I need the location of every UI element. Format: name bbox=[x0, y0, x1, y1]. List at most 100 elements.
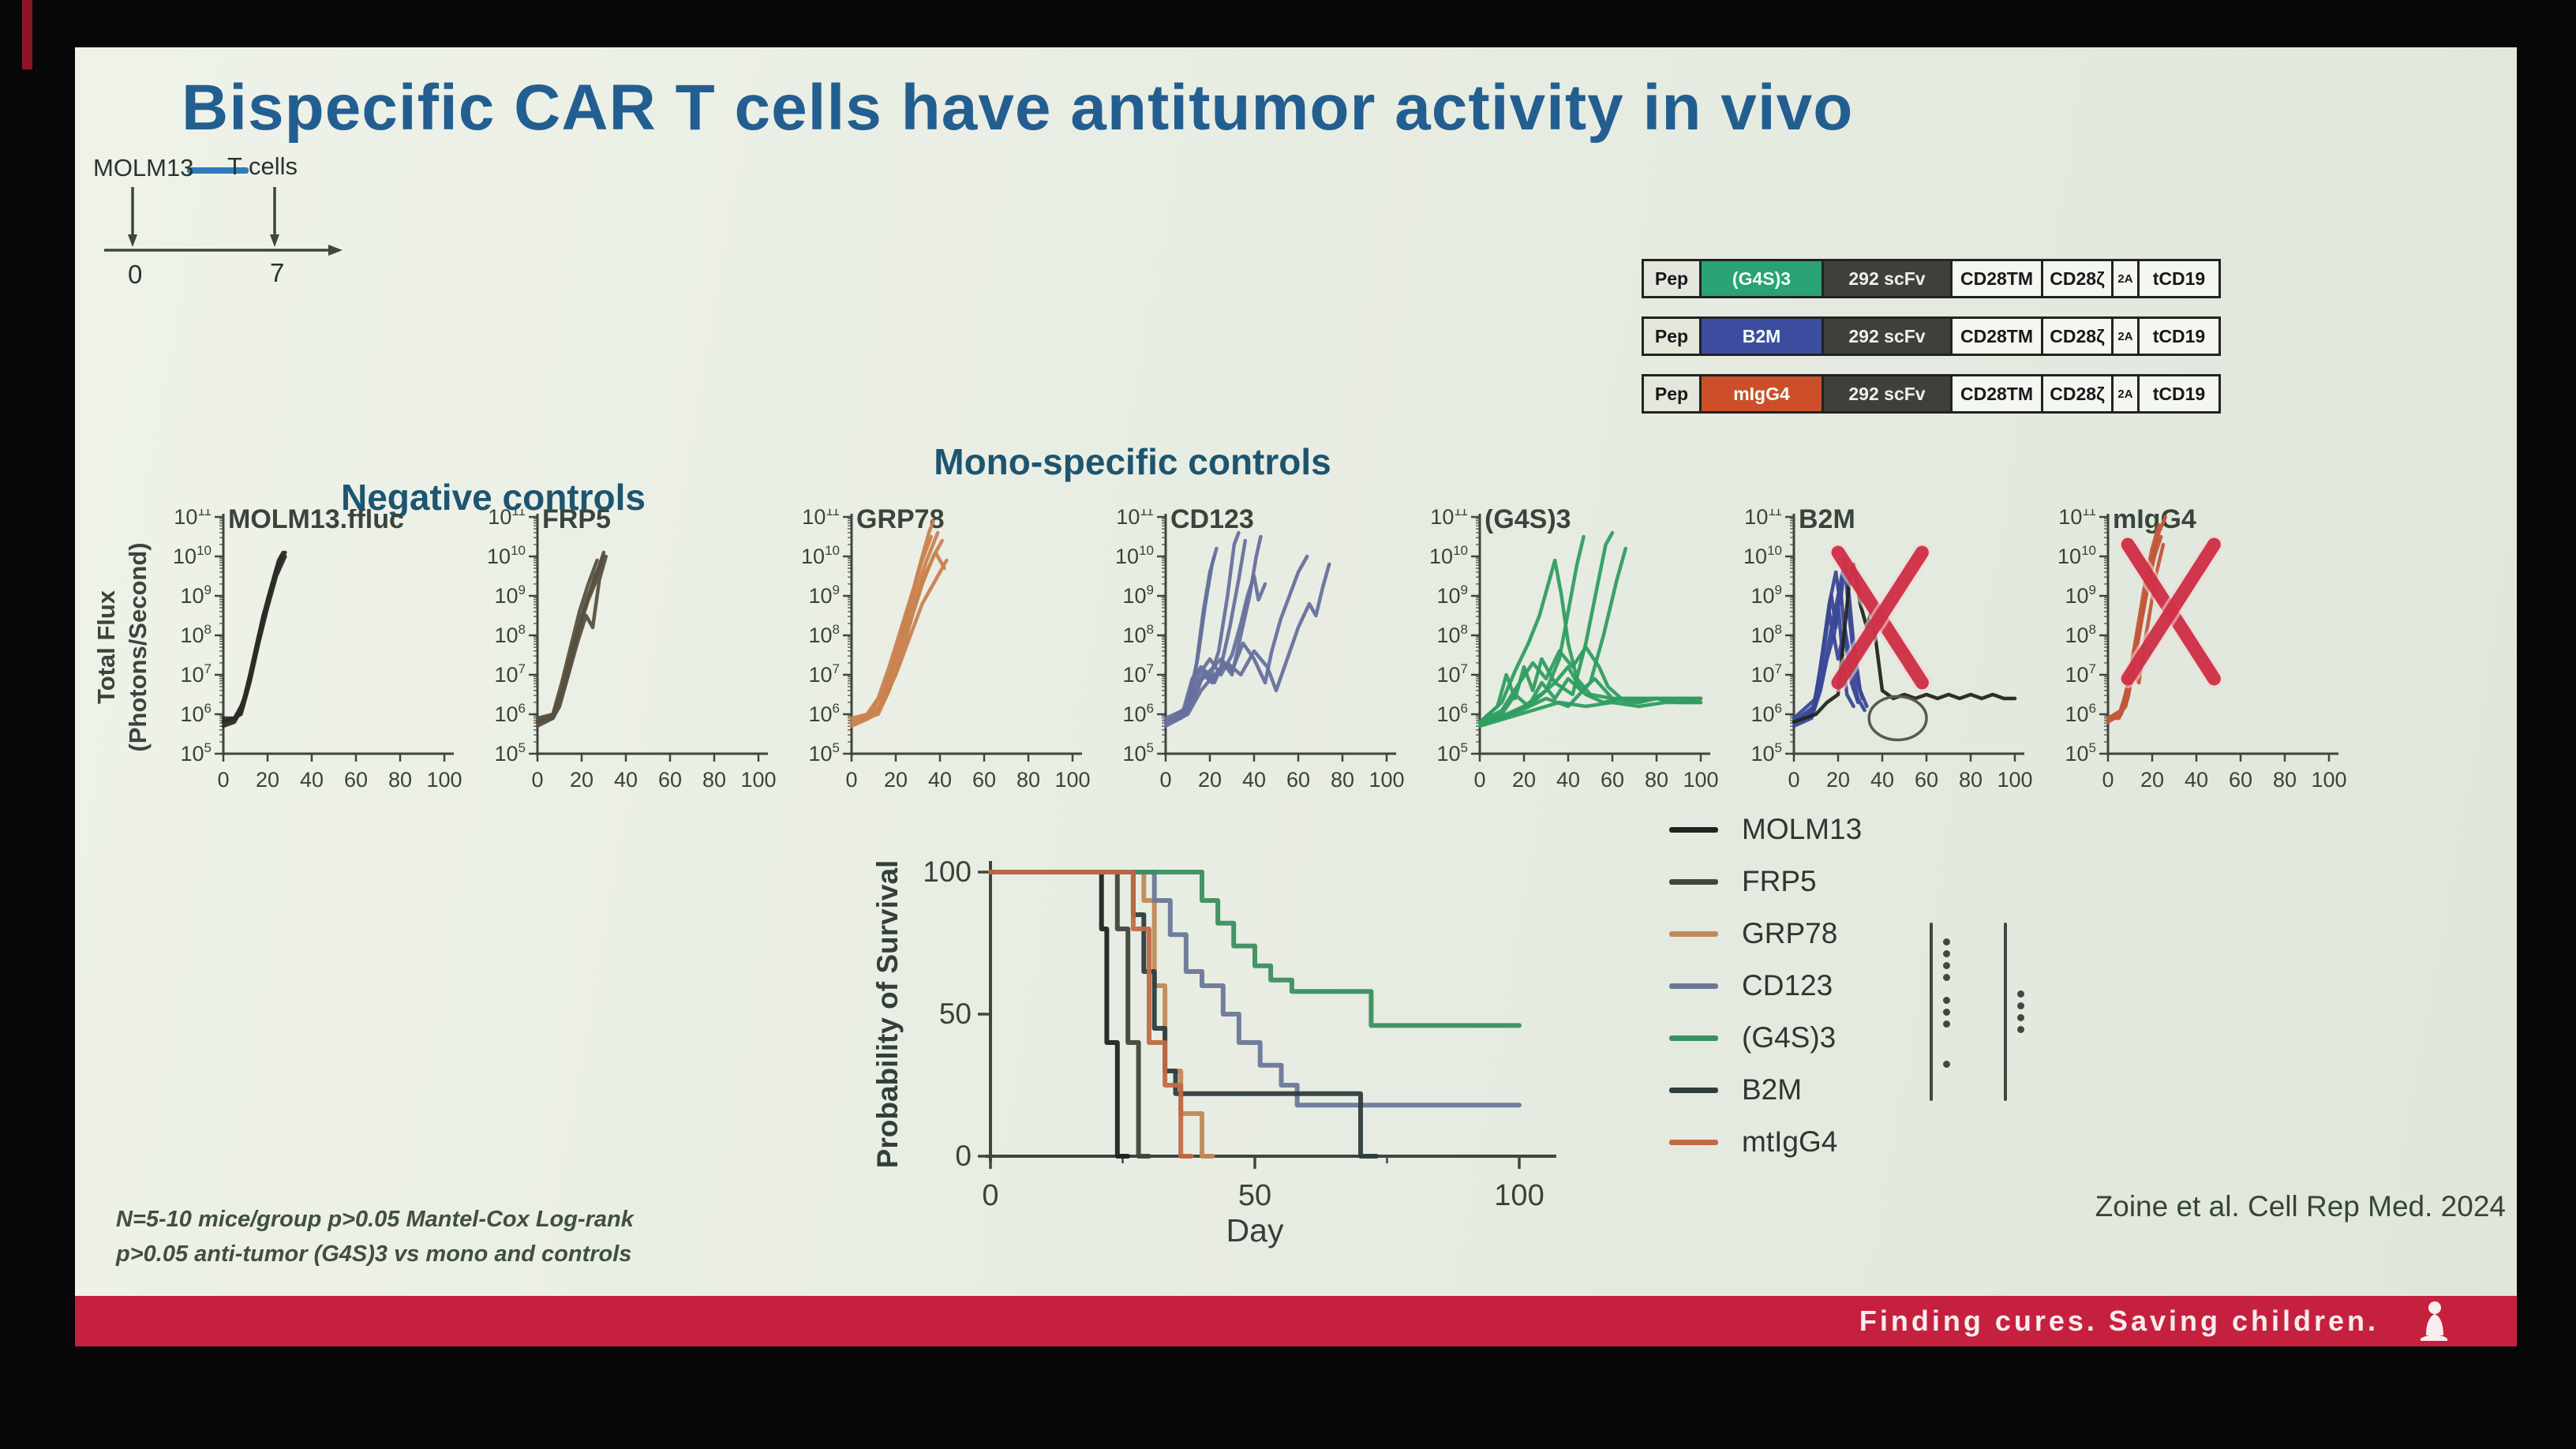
title-underline bbox=[187, 167, 249, 174]
svg-text:1011: 1011 bbox=[1744, 509, 1782, 529]
svg-text:B2M: B2M bbox=[1799, 509, 1855, 534]
svg-text:0: 0 bbox=[982, 1179, 998, 1212]
svg-text:0: 0 bbox=[217, 768, 229, 792]
significance-bracket bbox=[1930, 1027, 1933, 1101]
svg-text:109: 109 bbox=[1436, 582, 1468, 608]
svg-text:1010: 1010 bbox=[1429, 543, 1468, 568]
segment-tcd19: tCD19 bbox=[2152, 383, 2206, 404]
significance-bracket bbox=[1930, 975, 1933, 1049]
significance-star-dot bbox=[1943, 1008, 1950, 1016]
flux-trace bbox=[1477, 530, 1615, 724]
svg-text:20: 20 bbox=[1826, 768, 1850, 792]
svg-text:106: 106 bbox=[1750, 701, 1782, 726]
flux-panel-MOLM13.ffluc: 105 106 107 108 109 1010 1011 0 20 40 60 80 100 MOLM1… bbox=[154, 504, 470, 805]
svg-text:106: 106 bbox=[180, 701, 212, 726]
svg-text:1011: 1011 bbox=[1116, 509, 1154, 529]
legend-item-B2M: B2M bbox=[1669, 1064, 2174, 1116]
svg-text:107: 107 bbox=[1122, 661, 1154, 687]
svg-text:108: 108 bbox=[1436, 622, 1468, 647]
svg-text:0: 0 bbox=[845, 768, 857, 792]
svg-text:40: 40 bbox=[1870, 768, 1894, 792]
flux-panel-svg: 105 106 107 108 109 1010 1011 0 20 40 60 80 100 (G4S)… bbox=[1429, 504, 1719, 792]
relapse-circle-annotation bbox=[1867, 695, 1928, 742]
flux-panel-(G4S)3: 105 106 107 108 109 1010 1011 0 20 40 60 80 100 (G4S)… bbox=[1410, 504, 1726, 805]
svg-text:109: 109 bbox=[808, 582, 840, 608]
significance-stars bbox=[1943, 996, 1950, 1032]
significance-star-dot bbox=[2017, 1014, 2024, 1021]
segment-scfv: 292 scFv bbox=[1824, 319, 1953, 354]
experiment-timeline-diagram: MOLM13 T cells 0 7 bbox=[87, 146, 355, 304]
significance-star-dot bbox=[2017, 990, 2024, 998]
segment-pep: Pep bbox=[1644, 376, 1702, 411]
svg-text:80: 80 bbox=[1331, 768, 1354, 792]
svg-text:108: 108 bbox=[808, 622, 840, 647]
flux-panel-svg: 105 106 107 108 109 1010 1011 0 20 40 60 80 100 mIgG4 bbox=[2057, 504, 2347, 792]
significance-star-dot bbox=[1943, 938, 1950, 945]
svg-text:40: 40 bbox=[1556, 768, 1580, 792]
svg-text:FRP5: FRP5 bbox=[542, 509, 611, 534]
svg-text:1010: 1010 bbox=[173, 543, 212, 568]
svg-text:MOLM13.ffluc: MOLM13.ffluc bbox=[228, 509, 404, 534]
rejected-x-mark bbox=[1829, 543, 1932, 692]
svg-text:50: 50 bbox=[939, 998, 972, 1030]
timeline-svg: MOLM13 T cells 0 7 bbox=[93, 152, 343, 289]
svg-text:20: 20 bbox=[570, 768, 593, 792]
svg-text:106: 106 bbox=[2065, 701, 2096, 726]
segment-binder: B2M bbox=[1702, 319, 1824, 354]
svg-text:105: 105 bbox=[494, 740, 526, 766]
segment-cd28zeta: CD28ζ bbox=[2043, 261, 2114, 296]
svg-text:40: 40 bbox=[614, 768, 638, 792]
svg-text:105: 105 bbox=[1750, 740, 1782, 766]
svg-text:20: 20 bbox=[2140, 768, 2164, 792]
legend-label: B2M bbox=[1742, 1073, 1803, 1106]
construct-row-(G4S)3: Pep (G4S)3 292 scFv CD28TM CD28ζ 2A tCD19 bbox=[1642, 259, 2221, 298]
flux-trace bbox=[849, 558, 949, 728]
svg-text:20: 20 bbox=[884, 768, 908, 792]
flux-trace bbox=[1163, 554, 1309, 724]
legend-label: mtIgG4 bbox=[1742, 1125, 1838, 1158]
flux-y-axis-label-line2: (Photons/Second) bbox=[124, 542, 152, 752]
svg-text:80: 80 bbox=[2273, 768, 2297, 792]
segment-2a: 2A bbox=[2114, 319, 2140, 354]
svg-text:50: 50 bbox=[1238, 1179, 1271, 1212]
svg-text:107: 107 bbox=[180, 661, 212, 687]
svg-text:40: 40 bbox=[2185, 768, 2208, 792]
significance-stars bbox=[1943, 1060, 1950, 1073]
svg-text:108: 108 bbox=[494, 622, 526, 647]
svg-text:20: 20 bbox=[1512, 768, 1536, 792]
svg-text:60: 60 bbox=[1286, 768, 1310, 792]
legend-item-(G4S)3: (G4S)3 bbox=[1669, 1012, 2174, 1064]
svg-text:107: 107 bbox=[1750, 661, 1782, 687]
svg-text:60: 60 bbox=[658, 768, 682, 792]
svg-text:1010: 1010 bbox=[2057, 543, 2096, 568]
svg-text:(G4S)3: (G4S)3 bbox=[1485, 509, 1571, 534]
flux-trace bbox=[1792, 625, 1866, 728]
svg-text:106: 106 bbox=[1436, 701, 1468, 726]
segment-cd28zeta: CD28ζ bbox=[2043, 376, 2114, 411]
statistics-footnote: N=5-10 mice/group p>0.05 Mantel-Cox Log-… bbox=[116, 1203, 634, 1271]
legend-label: CD123 bbox=[1742, 969, 1833, 1002]
svg-text:100: 100 bbox=[1683, 768, 1718, 792]
segment-cd28tm: CD28TM bbox=[1953, 261, 2043, 296]
svg-text:105: 105 bbox=[1122, 740, 1154, 766]
stjude-banner: Finding cures. Saving children. bbox=[75, 1296, 2517, 1346]
svg-text:100: 100 bbox=[1997, 768, 2032, 792]
significance-star-dot bbox=[1943, 950, 1950, 957]
segment-scfv: 292 scFv bbox=[1824, 261, 1953, 296]
svg-text:60: 60 bbox=[2229, 768, 2252, 792]
legend-label: GRP78 bbox=[1742, 917, 1838, 949]
svg-text:40: 40 bbox=[928, 768, 952, 792]
significance-star-dot bbox=[1943, 1060, 1950, 1068]
svg-text:T cells: T cells bbox=[227, 152, 298, 180]
flux-panel-GRP78: 105 106 107 108 109 1010 1011 0 20 40 60 80 100 GRP78 bbox=[782, 504, 1098, 805]
segment-pep: Pep bbox=[1644, 319, 1702, 354]
flux-trace bbox=[1792, 562, 2017, 724]
svg-text:80: 80 bbox=[1959, 768, 1983, 792]
svg-text:20: 20 bbox=[256, 768, 279, 792]
svg-text:80: 80 bbox=[1017, 768, 1040, 792]
svg-text:0: 0 bbox=[1788, 768, 1799, 792]
svg-text:1011: 1011 bbox=[802, 509, 840, 529]
slide: Bispecific CAR T cells have antitumor ac… bbox=[75, 47, 2517, 1346]
legend-item-MOLM13: MOLM13 bbox=[1669, 803, 2174, 856]
